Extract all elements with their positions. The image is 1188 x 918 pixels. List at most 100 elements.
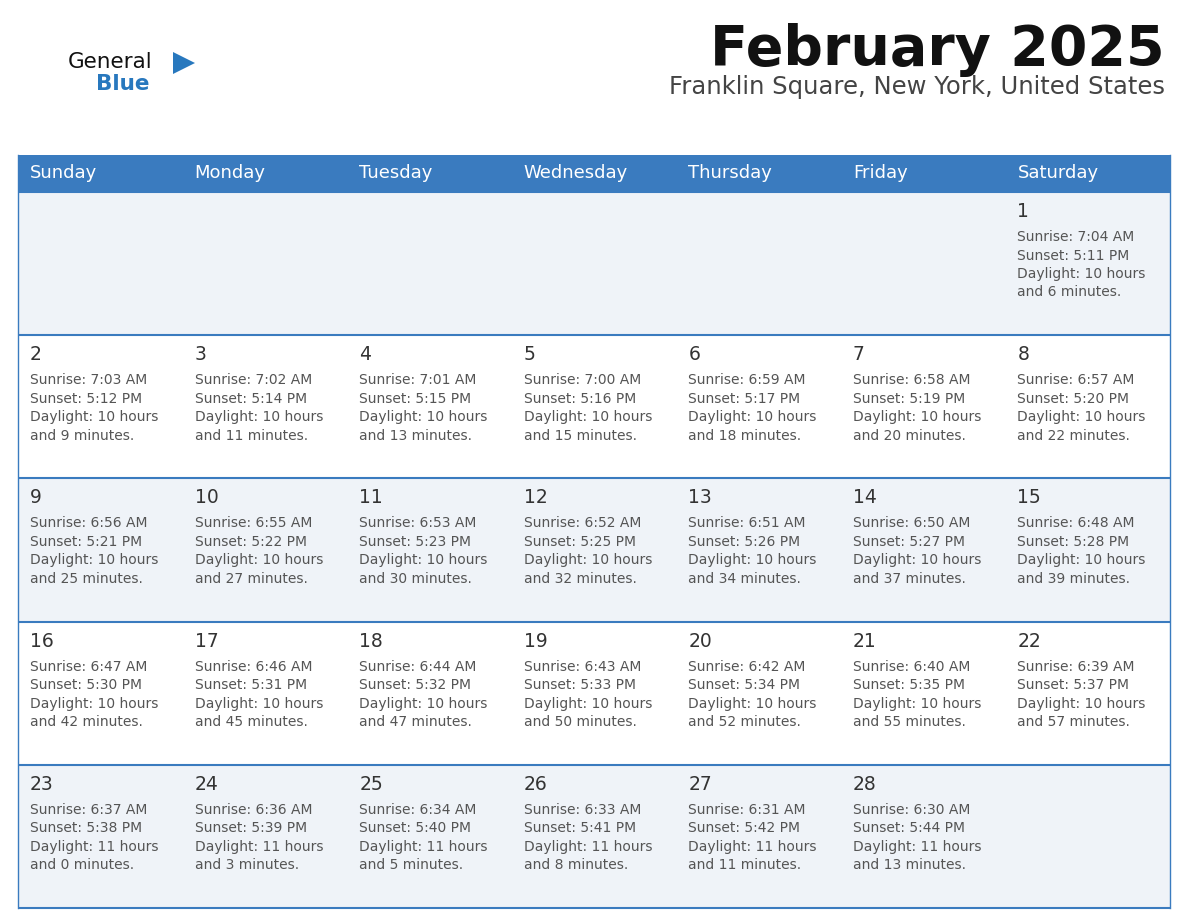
Text: Sunrise: 6:52 AM: Sunrise: 6:52 AM [524,517,642,531]
Text: and 13 minutes.: and 13 minutes. [853,858,966,872]
Text: Daylight: 11 hours: Daylight: 11 hours [853,840,981,854]
Text: Sunrise: 6:51 AM: Sunrise: 6:51 AM [688,517,805,531]
Text: Sunrise: 6:34 AM: Sunrise: 6:34 AM [359,803,476,817]
Text: and 13 minutes.: and 13 minutes. [359,429,472,442]
Text: 28: 28 [853,775,877,794]
Bar [347,155,512,192]
Text: Daylight: 10 hours: Daylight: 10 hours [359,697,487,711]
Text: Sunset: 5:27 PM: Sunset: 5:27 PM [853,535,965,549]
Text: Sunrise: 6:30 AM: Sunrise: 6:30 AM [853,803,971,817]
Text: and 22 minutes.: and 22 minutes. [1017,429,1130,442]
Text: Daylight: 10 hours: Daylight: 10 hours [853,410,981,424]
Text: Daylight: 10 hours: Daylight: 10 hours [524,554,652,567]
Text: and 32 minutes.: and 32 minutes. [524,572,637,586]
Text: Sunrise: 6:55 AM: Sunrise: 6:55 AM [195,517,312,531]
Text: and 45 minutes.: and 45 minutes. [195,715,308,729]
Text: Sunrise: 7:02 AM: Sunrise: 7:02 AM [195,374,311,387]
Text: 4: 4 [359,345,371,364]
Text: 24: 24 [195,775,219,794]
Bar [512,155,676,192]
Text: Tuesday: Tuesday [359,164,432,183]
Text: Daylight: 10 hours: Daylight: 10 hours [30,554,158,567]
Text: Sunset: 5:12 PM: Sunset: 5:12 PM [30,392,143,406]
Text: and 25 minutes.: and 25 minutes. [30,572,143,586]
Text: and 34 minutes.: and 34 minutes. [688,572,801,586]
Text: and 11 minutes.: and 11 minutes. [688,858,802,872]
Text: and 47 minutes.: and 47 minutes. [359,715,472,729]
Text: and 55 minutes.: and 55 minutes. [853,715,966,729]
Text: Sunset: 5:26 PM: Sunset: 5:26 PM [688,535,801,549]
Text: Sunset: 5:30 PM: Sunset: 5:30 PM [30,678,143,692]
Text: 27: 27 [688,775,712,794]
Text: 18: 18 [359,632,383,651]
Text: 7: 7 [853,345,865,364]
Bar [18,155,183,192]
Text: 6: 6 [688,345,700,364]
Text: Daylight: 10 hours: Daylight: 10 hours [359,410,487,424]
Text: Sunset: 5:34 PM: Sunset: 5:34 PM [688,678,801,692]
Text: Sunrise: 6:56 AM: Sunrise: 6:56 AM [30,517,147,531]
Text: Sunrise: 6:44 AM: Sunrise: 6:44 AM [359,660,476,674]
Bar [1005,155,1170,192]
Text: 16: 16 [30,632,53,651]
Text: Daylight: 10 hours: Daylight: 10 hours [195,410,323,424]
Polygon shape [173,52,195,74]
Text: 20: 20 [688,632,712,651]
Text: General: General [68,52,152,72]
Text: Sunset: 5:17 PM: Sunset: 5:17 PM [688,392,801,406]
Text: 12: 12 [524,488,548,508]
Text: Daylight: 11 hours: Daylight: 11 hours [195,840,323,854]
Text: Sunset: 5:33 PM: Sunset: 5:33 PM [524,678,636,692]
Text: and 50 minutes.: and 50 minutes. [524,715,637,729]
Text: and 20 minutes.: and 20 minutes. [853,429,966,442]
Text: Daylight: 10 hours: Daylight: 10 hours [524,410,652,424]
Bar [18,621,1170,765]
Text: and 42 minutes.: and 42 minutes. [30,715,143,729]
Text: Daylight: 10 hours: Daylight: 10 hours [853,697,981,711]
Text: 13: 13 [688,488,712,508]
Text: Sunset: 5:20 PM: Sunset: 5:20 PM [1017,392,1130,406]
Text: Sunset: 5:40 PM: Sunset: 5:40 PM [359,822,472,835]
Bar [676,155,841,192]
Text: Thursday: Thursday [688,164,772,183]
Text: Sunrise: 7:03 AM: Sunrise: 7:03 AM [30,374,147,387]
Bar [183,155,347,192]
Text: Sunset: 5:19 PM: Sunset: 5:19 PM [853,392,965,406]
Text: 11: 11 [359,488,383,508]
Text: Sunset: 5:37 PM: Sunset: 5:37 PM [1017,678,1130,692]
Text: Sunrise: 6:31 AM: Sunrise: 6:31 AM [688,803,805,817]
Text: Sunset: 5:35 PM: Sunset: 5:35 PM [853,678,965,692]
Text: and 11 minutes.: and 11 minutes. [195,429,308,442]
Text: Sunset: 5:16 PM: Sunset: 5:16 PM [524,392,636,406]
Text: Wednesday: Wednesday [524,164,628,183]
Text: 22: 22 [1017,632,1041,651]
Bar [18,765,1170,908]
Text: Sunset: 5:44 PM: Sunset: 5:44 PM [853,822,965,835]
Text: and 30 minutes.: and 30 minutes. [359,572,472,586]
Text: Sunrise: 6:40 AM: Sunrise: 6:40 AM [853,660,971,674]
Bar [18,478,1170,621]
Text: Sunrise: 6:42 AM: Sunrise: 6:42 AM [688,660,805,674]
Text: Sunset: 5:25 PM: Sunset: 5:25 PM [524,535,636,549]
Text: Sunrise: 6:57 AM: Sunrise: 6:57 AM [1017,374,1135,387]
Text: 3: 3 [195,345,207,364]
Text: Daylight: 10 hours: Daylight: 10 hours [853,554,981,567]
Text: Sunset: 5:28 PM: Sunset: 5:28 PM [1017,535,1130,549]
Text: Sunrise: 6:58 AM: Sunrise: 6:58 AM [853,374,971,387]
Text: Monday: Monday [195,164,266,183]
Text: Sunrise: 6:46 AM: Sunrise: 6:46 AM [195,660,312,674]
Text: Daylight: 10 hours: Daylight: 10 hours [688,410,816,424]
Text: Sunrise: 6:53 AM: Sunrise: 6:53 AM [359,517,476,531]
Text: Sunset: 5:21 PM: Sunset: 5:21 PM [30,535,143,549]
Text: 8: 8 [1017,345,1029,364]
Text: 5: 5 [524,345,536,364]
Text: Sunrise: 6:33 AM: Sunrise: 6:33 AM [524,803,642,817]
Text: 23: 23 [30,775,53,794]
Text: Sunset: 5:32 PM: Sunset: 5:32 PM [359,678,472,692]
Text: 21: 21 [853,632,877,651]
Text: 2: 2 [30,345,42,364]
Text: Sunset: 5:11 PM: Sunset: 5:11 PM [1017,249,1130,263]
Text: Daylight: 10 hours: Daylight: 10 hours [1017,267,1145,281]
Text: 14: 14 [853,488,877,508]
Text: and 18 minutes.: and 18 minutes. [688,429,802,442]
